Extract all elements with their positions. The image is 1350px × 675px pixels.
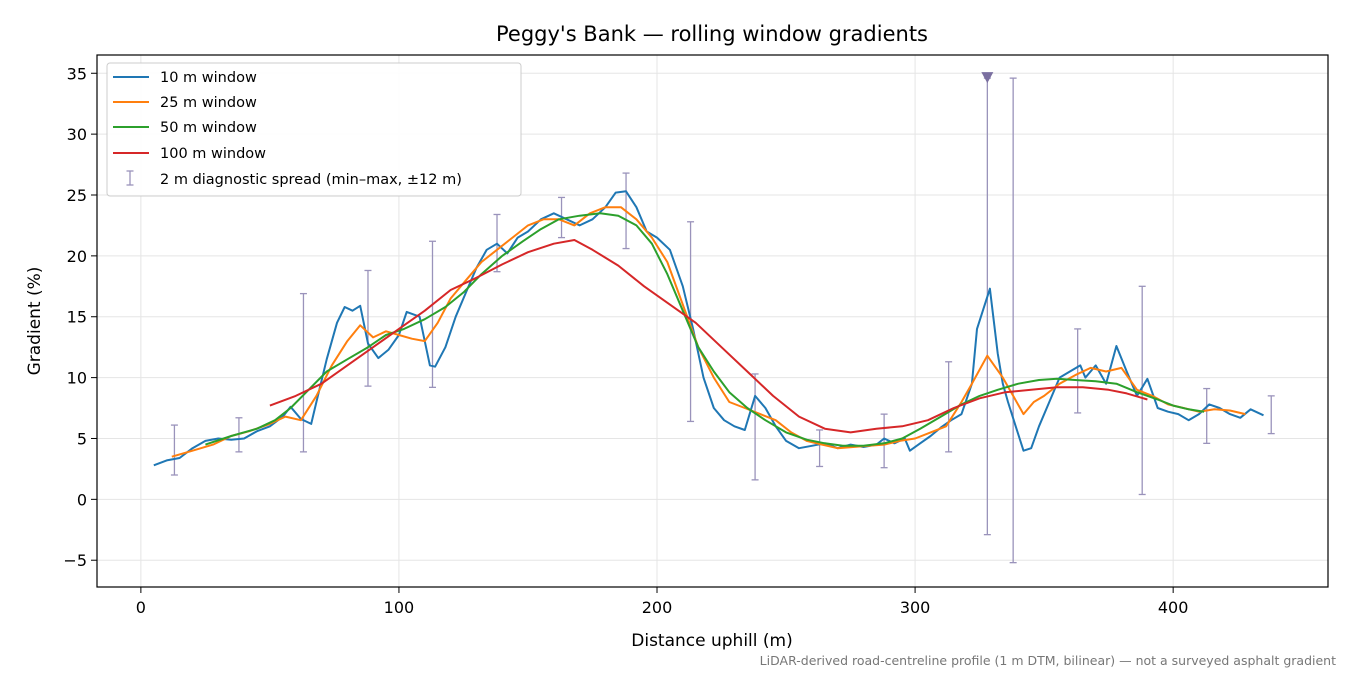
x-tick-label: 0 <box>136 598 146 617</box>
y-tick-label: 20 <box>67 247 87 266</box>
plot-area <box>96 54 1329 588</box>
x-tick-label: 200 <box>642 598 673 617</box>
error-bar <box>1009 77 1017 564</box>
y-tick-label: −5 <box>63 551 87 570</box>
y-axis-label: Gradient (%) <box>25 267 45 376</box>
series-line-2 <box>205 212 1205 447</box>
marker-layer <box>981 72 994 84</box>
error-bar <box>170 424 178 476</box>
legend: 10 m window 25 m window 50 m window 100 … <box>106 62 522 197</box>
chart-title: Peggy's Bank — rolling window gradients <box>496 22 928 46</box>
error-bar <box>364 269 372 387</box>
error-bar <box>299 292 307 453</box>
y-tick-label: 15 <box>67 308 87 327</box>
x-tick-label: 100 <box>384 598 415 617</box>
grid <box>97 55 1328 587</box>
legend-label-50m: 50 m window <box>160 120 257 136</box>
legend-label-25m: 25 m window <box>160 95 257 111</box>
error-bar <box>751 373 759 481</box>
error-bar <box>1203 387 1211 444</box>
y-tick-label: 0 <box>77 490 87 509</box>
x-axis-label: Distance uphill (m) <box>631 631 792 651</box>
error-bar <box>1267 395 1275 435</box>
x-tick-label: 300 <box>900 598 931 617</box>
axis-ticks: 0 100 200 300 400 −5 0 5 10 15 20 25 30 35 <box>63 64 1188 617</box>
series-lines <box>153 190 1264 467</box>
x-tick-label: 400 <box>1158 598 1189 617</box>
legend-errorbar-swatch <box>126 170 134 186</box>
series-line-0 <box>153 190 1264 467</box>
series-line-1 <box>171 206 1246 458</box>
error-bar <box>945 361 953 453</box>
y-tick-label: 30 <box>67 125 87 144</box>
legend-label-100m: 100 m window <box>160 146 266 162</box>
y-tick-label: 5 <box>77 429 87 448</box>
legend-label-10m: 10 m window <box>160 70 257 86</box>
outlier-marker <box>981 72 994 84</box>
error-bar <box>816 429 824 468</box>
error-bar <box>1138 285 1146 496</box>
error-bar <box>1074 328 1082 414</box>
error-bar <box>880 413 888 469</box>
footnote: LiDAR-derived road-centreline profile (1… <box>760 653 1336 668</box>
y-tick-label: 25 <box>67 186 87 205</box>
error-bars <box>170 77 1275 564</box>
legend-box <box>106 62 522 197</box>
y-tick-label: 35 <box>67 64 87 83</box>
y-tick-label: 10 <box>67 369 87 388</box>
legend-label-errorbars: 2 m diagnostic spread (min–max, ±12 m) <box>160 172 462 188</box>
series-line-3 <box>269 239 1148 434</box>
